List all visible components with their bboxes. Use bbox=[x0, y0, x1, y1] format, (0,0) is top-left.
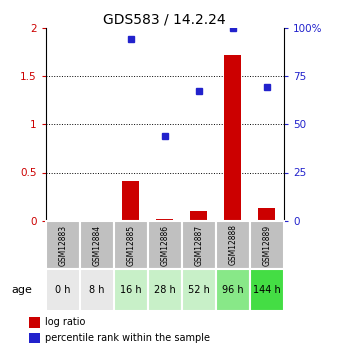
Text: GSM12883: GSM12883 bbox=[58, 224, 67, 266]
Bar bbox=[182, 269, 216, 310]
Text: 8 h: 8 h bbox=[89, 285, 104, 295]
Text: 16 h: 16 h bbox=[120, 285, 142, 295]
Bar bbox=[250, 269, 284, 310]
Bar bbox=[148, 269, 182, 310]
Bar bbox=[29, 317, 40, 328]
Text: 0 h: 0 h bbox=[55, 285, 70, 295]
Text: GSM12889: GSM12889 bbox=[262, 224, 271, 266]
Bar bbox=[156, 219, 173, 221]
Bar bbox=[148, 221, 182, 269]
Bar bbox=[258, 208, 275, 221]
Bar bbox=[250, 221, 284, 269]
Bar bbox=[29, 333, 40, 344]
Text: log ratio: log ratio bbox=[45, 317, 86, 327]
Text: 96 h: 96 h bbox=[222, 285, 244, 295]
Bar bbox=[216, 269, 250, 310]
Text: percentile rank within the sample: percentile rank within the sample bbox=[45, 333, 210, 343]
Bar bbox=[46, 269, 80, 310]
Bar bbox=[224, 55, 241, 221]
Bar bbox=[182, 221, 216, 269]
Text: GSM12884: GSM12884 bbox=[92, 224, 101, 266]
Bar bbox=[122, 181, 139, 221]
Bar bbox=[114, 269, 148, 310]
Text: GSM12887: GSM12887 bbox=[194, 224, 203, 266]
Bar bbox=[114, 221, 148, 269]
Bar bbox=[46, 221, 80, 269]
Bar bbox=[80, 269, 114, 310]
Bar bbox=[190, 211, 207, 221]
Text: age: age bbox=[11, 285, 32, 295]
Title: GDS583 / 14.2.24: GDS583 / 14.2.24 bbox=[103, 12, 226, 27]
Text: GSM12888: GSM12888 bbox=[228, 225, 237, 265]
Text: GSM12885: GSM12885 bbox=[126, 224, 135, 266]
Text: 28 h: 28 h bbox=[154, 285, 176, 295]
Text: GSM12886: GSM12886 bbox=[160, 224, 169, 266]
Text: 144 h: 144 h bbox=[253, 285, 281, 295]
Bar bbox=[80, 221, 114, 269]
Bar bbox=[216, 221, 250, 269]
Text: 52 h: 52 h bbox=[188, 285, 210, 295]
